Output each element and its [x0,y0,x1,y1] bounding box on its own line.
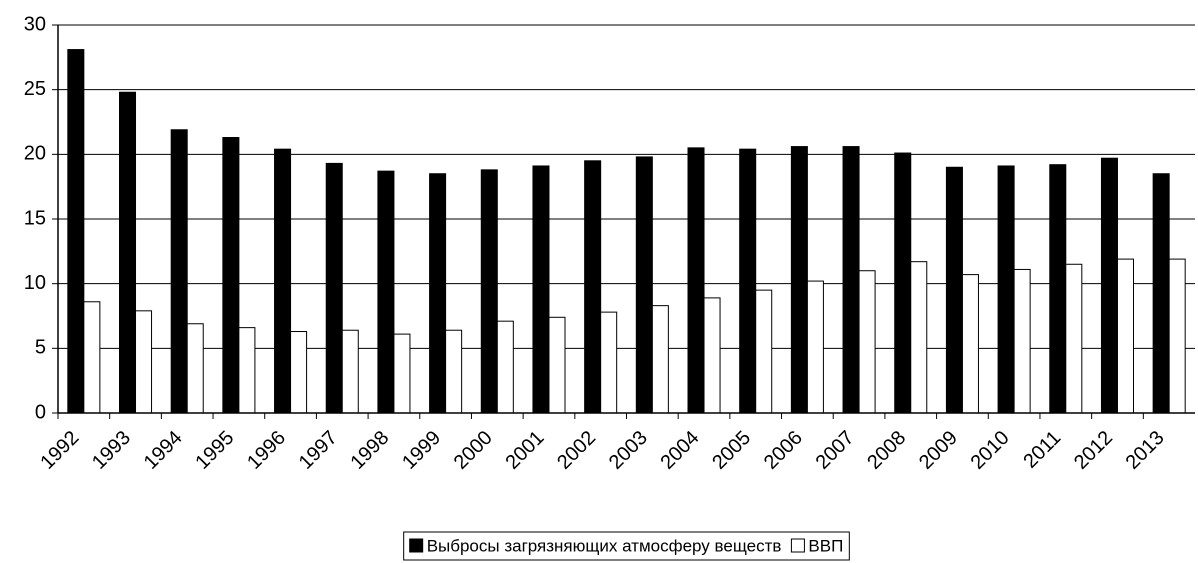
bar [806,280,824,414]
y-tick-label: 25 [24,78,46,100]
legend-label: ВВП [808,536,843,555]
bar [83,301,101,414]
bar [496,320,514,414]
x-tick-label: 2007 [812,427,859,474]
bar [341,329,359,414]
bar [393,333,411,414]
bar [651,305,669,414]
x-tick-label: 2002 [553,427,600,474]
bar [997,165,1015,414]
bar [1100,157,1118,414]
bar [532,165,550,414]
bar [135,310,153,414]
x-tick-label: 2012 [1070,427,1117,474]
legend-label: Выбросы загрязняющих атмосферу веществ [427,536,782,555]
bar [842,146,860,414]
bar [687,147,705,414]
bar [1049,164,1067,414]
x-tick-label: 2003 [605,427,652,474]
bar [1116,258,1134,414]
x-tick-label: 2011 [1019,427,1065,473]
x-tick-label: 1994 [140,427,187,474]
bar [1152,173,1170,414]
bar [600,311,618,414]
x-tick-label: 1997 [295,427,342,474]
x-tick-label: 2001 [501,427,548,474]
bar [445,329,463,414]
bar [238,327,256,414]
x-tick-label: 2008 [863,427,910,474]
bar [584,160,602,414]
bar [790,146,808,414]
bar [894,152,912,414]
x-tick-label: 2005 [708,427,755,474]
bar [910,261,928,414]
bar [1168,258,1186,414]
bar [703,297,721,414]
bar [1065,263,1083,414]
legend-swatch [409,538,424,553]
bar [274,148,292,414]
bar [755,289,773,414]
x-tick-label: 1992 [36,427,83,474]
legend: Выбросы загрязняющих атмосферу веществ ВВ… [403,531,850,561]
y-tick-label: 10 [24,272,46,294]
bar [961,274,979,414]
y-tick-label: 30 [24,13,46,35]
bar [170,129,188,414]
bar [119,91,137,414]
x-tick-label: 1993 [88,427,135,474]
bar [325,162,343,414]
x-tick-label: 2006 [760,427,807,474]
bar [1013,268,1031,414]
bar [290,331,308,414]
bar [480,169,498,414]
bar [377,170,395,414]
y-tick-label: 15 [24,207,46,229]
x-tick-label: 2000 [450,427,497,474]
bar [945,166,963,414]
bar [222,137,240,414]
legend-swatch [790,538,805,553]
x-tick-label: 2004 [657,427,704,474]
bar [186,323,204,414]
bar [858,270,876,414]
x-tick-label: 2013 [1122,427,1169,474]
bar [67,49,85,414]
y-tick-label: 5 [35,337,46,359]
y-tick-label: 0 [35,401,46,423]
x-tick-label: 1995 [191,427,238,474]
x-tick-label: 2009 [915,427,962,474]
x-tick-label: 2010 [967,427,1014,474]
bar [548,316,566,414]
bar [429,173,447,414]
x-tick-label: 1998 [346,427,393,474]
legend-box [403,531,850,561]
bar [739,148,757,414]
x-tick-label: 1999 [398,427,445,474]
bar [635,156,653,414]
x-tick-label: 1996 [243,427,290,474]
y-tick-label: 20 [24,143,46,165]
